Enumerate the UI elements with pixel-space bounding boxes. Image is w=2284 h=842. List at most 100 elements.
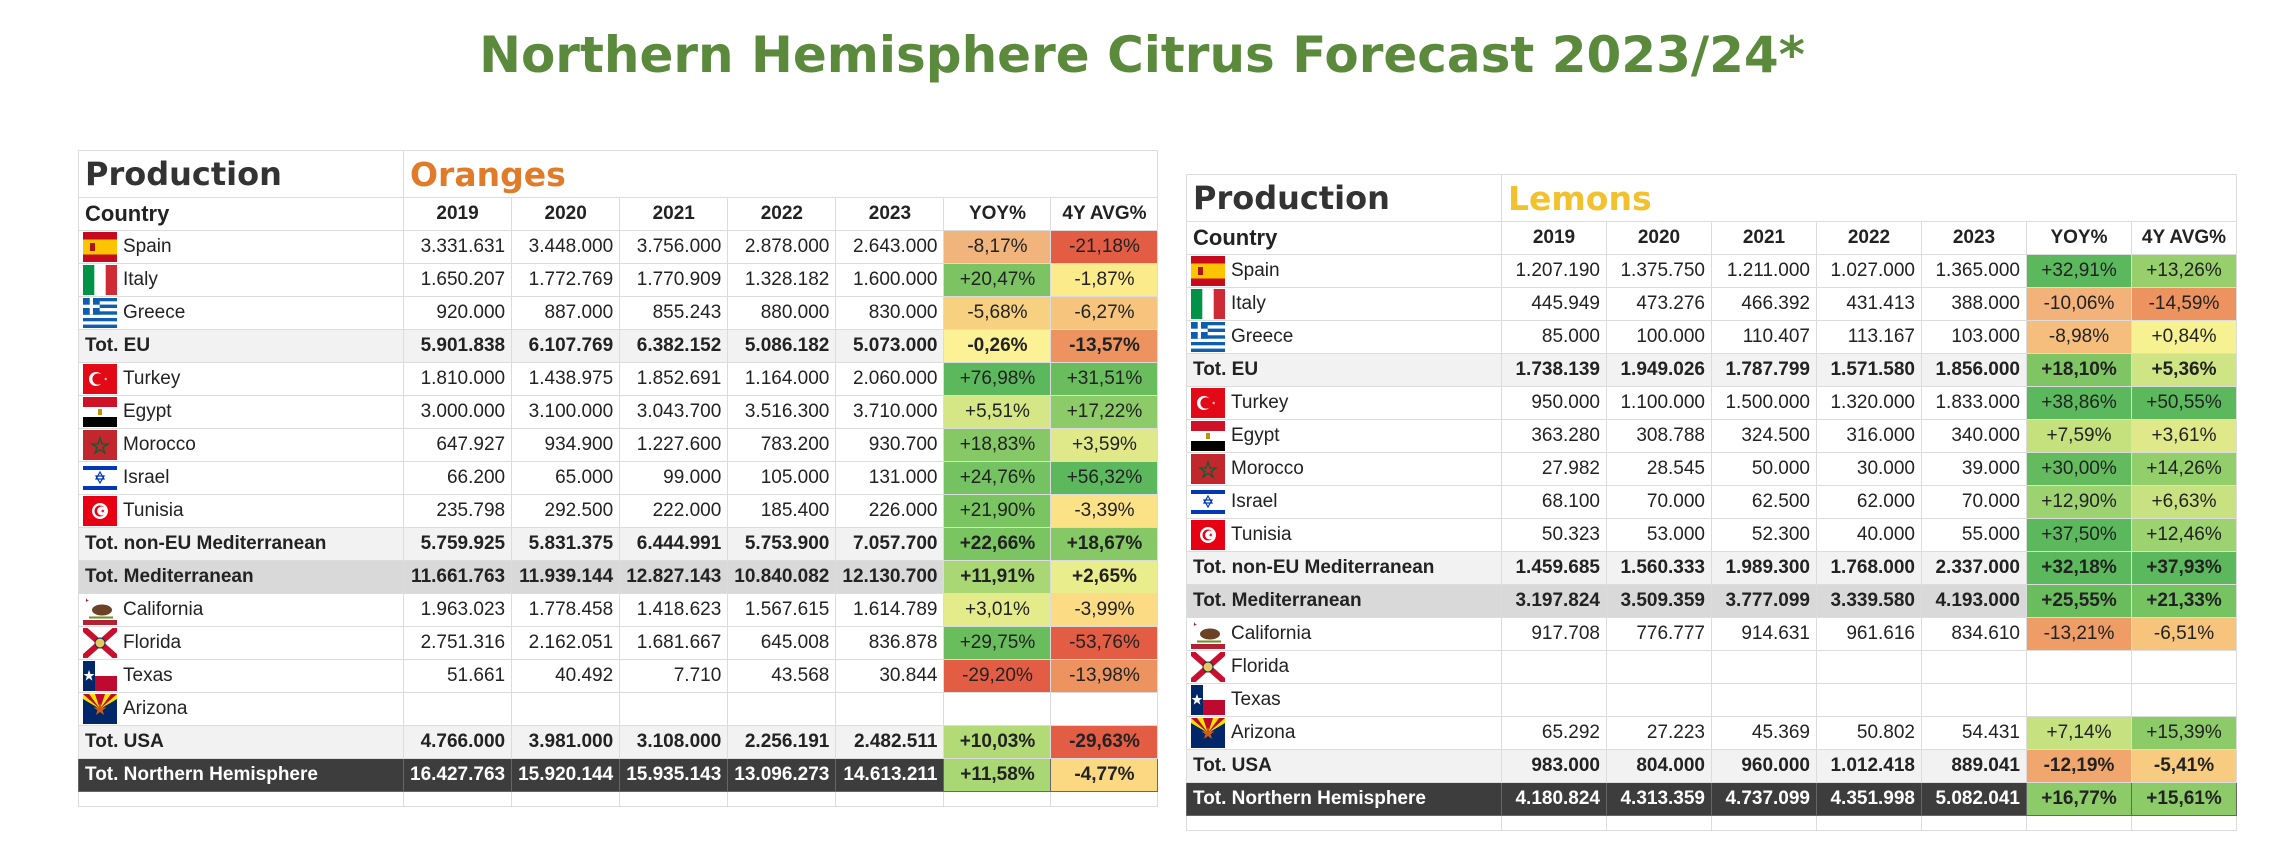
- value-cell: 308.788: [1606, 419, 1712, 453]
- empty-cell: [1816, 815, 1922, 831]
- value-cell: [1921, 650, 2027, 684]
- row-name: Morocco: [123, 434, 196, 456]
- column-header: 2019: [402, 197, 513, 231]
- value-cell: 2.060.000: [835, 362, 945, 396]
- greece-flag-icon: [83, 298, 117, 328]
- value-cell: 54.431: [1921, 716, 2027, 750]
- california-flag-icon: [1191, 619, 1225, 649]
- avg-cell: +21,33%: [2131, 584, 2237, 618]
- value-cell: 1.571.580: [1816, 353, 1922, 387]
- row-label-cell: Morocco: [78, 428, 404, 462]
- value-cell: 3.100.000: [511, 395, 621, 429]
- avg-cell: [2131, 650, 2237, 684]
- value-cell: 50.000: [1711, 452, 1817, 486]
- avg-cell: +31,51%: [1050, 362, 1159, 396]
- row-label-cell: Texas: [1186, 683, 1502, 717]
- production-label: Production: [78, 150, 404, 198]
- value-cell: 40.492: [511, 659, 621, 693]
- value-cell: [1816, 650, 1922, 684]
- value-cell: 4.180.824: [1501, 782, 1607, 816]
- value-cell: 2.162.051: [511, 626, 621, 660]
- empty-cell: [1606, 815, 1712, 831]
- avg-cell: +50,55%: [2131, 386, 2237, 420]
- row-name: Egypt: [123, 401, 172, 423]
- row-label-cell: Turkey: [1186, 386, 1502, 420]
- value-cell: 2.482.511: [835, 725, 945, 759]
- value-cell: 917.708: [1501, 617, 1607, 651]
- yoy-cell: -12,19%: [2026, 749, 2132, 783]
- production-header-row: Production Oranges: [78, 150, 1159, 198]
- avg-cell: -13,98%: [1050, 659, 1159, 693]
- avg-cell: [1050, 692, 1159, 726]
- row-label-cell: Italy: [78, 263, 404, 297]
- row-name: Tunisia: [123, 500, 184, 522]
- value-cell: 65.000: [511, 461, 621, 495]
- row-label-cell: Morocco: [1186, 452, 1502, 486]
- row-label-cell: Spain: [1186, 254, 1502, 288]
- country-column-header: Country: [1186, 221, 1502, 255]
- value-cell: 5.901.838: [402, 329, 513, 363]
- value-cell: [1921, 683, 2027, 717]
- value-cell: 3.043.700: [619, 395, 729, 429]
- row-name: Israel: [1231, 491, 1278, 513]
- row-name: Greece: [1231, 326, 1294, 348]
- yoy-cell: +18,83%: [943, 428, 1052, 462]
- total-row: Tot. Mediterranean 3.197.824 3.509.359 3.77…: [1186, 584, 2237, 618]
- column-header: 2022: [727, 197, 837, 231]
- row-name: Tunisia: [1231, 524, 1292, 546]
- yoy-cell: +20,47%: [943, 263, 1052, 297]
- value-cell: 3.509.359: [1606, 584, 1712, 618]
- column-header-row: Country 2019 2020 2021 2022 2023 YOY% 4Y AVG%: [1186, 221, 2237, 255]
- avg-cell: +18,67%: [1050, 527, 1159, 561]
- avg-cell: -14,59%: [2131, 287, 2237, 321]
- row-label-cell: Tot. Mediterranean: [1186, 584, 1502, 618]
- value-cell: 1.852.691: [619, 362, 729, 396]
- value-cell: 776.777: [1606, 617, 1712, 651]
- spain-flag-icon: [1191, 256, 1225, 286]
- value-cell: 4.737.099: [1711, 782, 1817, 816]
- row-label-cell: Turkey: [78, 362, 404, 396]
- california-flag-icon: [83, 595, 117, 625]
- value-cell: 7.710: [619, 659, 729, 693]
- avg-cell: [2131, 683, 2237, 717]
- country-row: Italy 1.650.207 1.772.769 1.770.909 1.328.18…: [78, 263, 1159, 297]
- empty-cell: [2131, 815, 2237, 831]
- value-cell: 934.900: [511, 428, 621, 462]
- row-name: Italy: [123, 269, 158, 291]
- row-name: Morocco: [1231, 458, 1304, 480]
- empty-cell: [619, 791, 729, 807]
- yoy-cell: -8,98%: [2026, 320, 2132, 354]
- country-row: Texas 51.661 40.492 7.710 43.568 30.844 -29,20…: [78, 659, 1159, 693]
- total-row: Tot. non-EU Mediterranean 5.759.925 5.831.…: [78, 527, 1159, 561]
- avg-cell: -6,51%: [2131, 617, 2237, 651]
- row-label-cell: Arizona: [78, 692, 404, 726]
- value-cell: 53.000: [1606, 518, 1712, 552]
- column-header: 2022: [1816, 221, 1922, 255]
- arizona-flag-icon: [1191, 718, 1225, 748]
- value-cell: 70.000: [1606, 485, 1712, 519]
- row-label-cell: California: [78, 593, 404, 627]
- value-cell: 51.661: [402, 659, 513, 693]
- value-cell: 2.878.000: [727, 230, 837, 264]
- value-cell: 1.833.000: [1921, 386, 2027, 420]
- row-name: Tot. non-EU Mediterranean: [85, 533, 327, 554]
- total-row: Tot. EU 5.901.838 6.107.769 6.382.152 5.086.…: [78, 329, 1159, 363]
- value-cell: 983.000: [1501, 749, 1607, 783]
- value-cell: 222.000: [619, 494, 729, 528]
- row-label-cell: Spain: [78, 230, 404, 264]
- row-label-cell: Texas: [78, 659, 404, 693]
- country-row: Israel 66.200 65.000 99.000 105.000 131.000 +2…: [78, 461, 1159, 495]
- total-row: Tot. Northern Hemisphere 4.180.824 4.313.3…: [1186, 782, 2237, 816]
- value-cell: 647.927: [402, 428, 513, 462]
- value-cell: 131.000: [835, 461, 945, 495]
- value-cell: 13.096.273: [727, 758, 837, 792]
- row-label-cell: Arizona: [1186, 716, 1502, 750]
- avg-cell: -13,57%: [1050, 329, 1159, 363]
- value-cell: [1501, 683, 1607, 717]
- value-cell: 1.211.000: [1711, 254, 1817, 288]
- value-cell: [402, 692, 513, 726]
- avg-cell: -6,27%: [1050, 296, 1159, 330]
- yoy-cell: +11,91%: [943, 560, 1052, 594]
- country-row: Spain 1.207.190 1.375.750 1.211.000 1.027.00…: [1186, 254, 2237, 288]
- value-cell: 4.766.000: [402, 725, 513, 759]
